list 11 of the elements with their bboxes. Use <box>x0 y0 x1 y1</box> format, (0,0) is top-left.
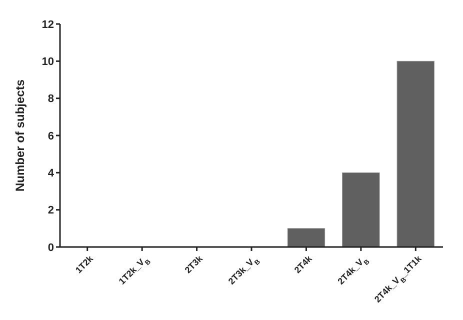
bar <box>287 228 326 248</box>
y-tick-label: 0 <box>48 242 54 254</box>
bar <box>396 60 434 248</box>
y-axis-title: Number of subjects <box>13 79 27 192</box>
y-tick-label: 8 <box>48 93 54 106</box>
y-tick-label: 10 <box>42 56 54 68</box>
y-tick-label: 6 <box>48 130 54 142</box>
y-tick-label: 2 <box>48 204 54 217</box>
y-tick-label: 12 <box>42 18 54 31</box>
y-tick-label: 4 <box>48 168 55 180</box>
bar <box>342 172 380 248</box>
